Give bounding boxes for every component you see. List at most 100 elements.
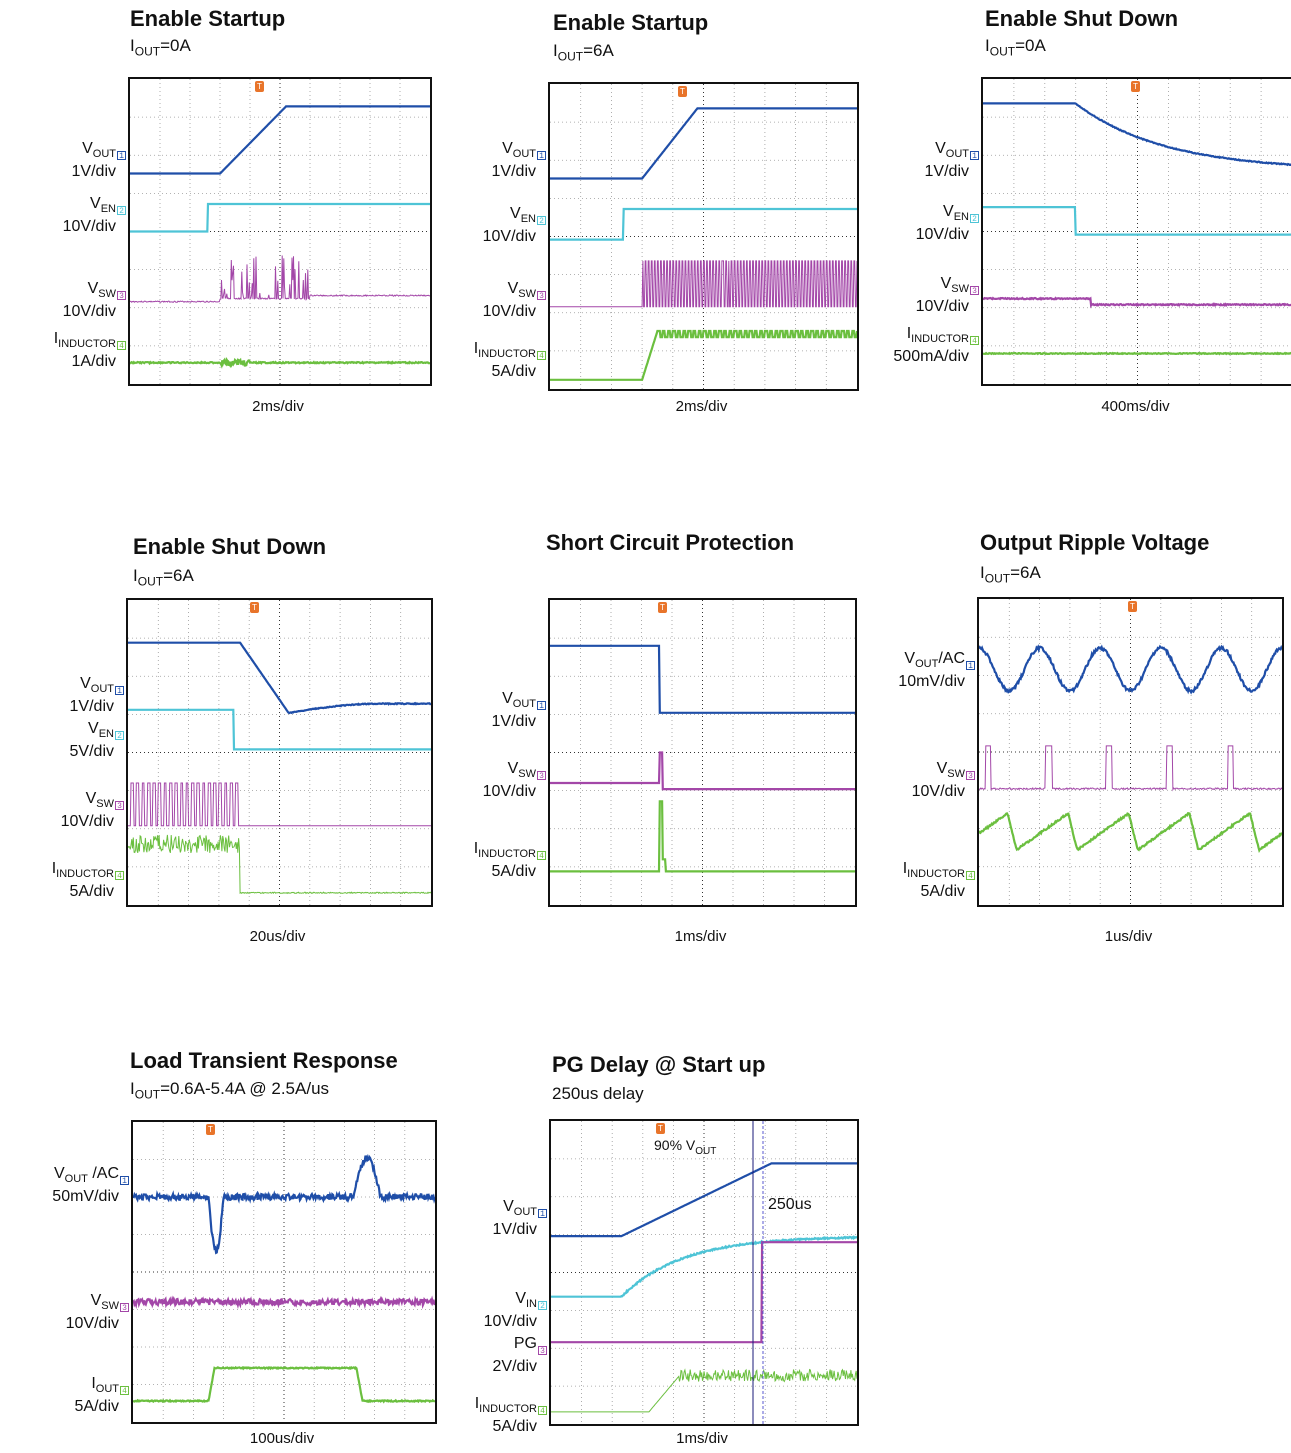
trace-ch3 (128, 782, 431, 827)
channel-symbol: I (53, 330, 59, 347)
subtitle-symbol: I (980, 563, 985, 582)
trace-ch1 (983, 102, 1291, 167)
channel-subscript: INDUCTOR (479, 1403, 537, 1416)
timebase-label: 400ms/div (1101, 398, 1170, 415)
oscilloscope-screen (981, 77, 1291, 386)
trace-ch3 (550, 260, 857, 308)
channel-symbol: V (87, 280, 99, 297)
channel-label: VOUT 1V/div (925, 140, 969, 180)
waveform-plot (130, 79, 430, 384)
trace-ch4 (133, 1365, 435, 1404)
subtitle-symbol: I (553, 41, 558, 60)
channel-scale: 10V/div (483, 1313, 537, 1331)
trace-ch3 (133, 1295, 435, 1310)
channel-subscript: OUT (95, 1383, 119, 1396)
channel-subscript: OUT (513, 1206, 537, 1219)
channel-label: VOUT /AC 50mV/div (52, 1165, 119, 1205)
channel-marker: 2 (537, 216, 546, 226)
channel-subscript: SW (951, 283, 969, 296)
oscilloscope-screen (131, 1120, 437, 1424)
channel-scale: 10V/div (482, 783, 536, 801)
chart-title: Enable Startup (130, 6, 286, 31)
channel-subscript: OUT (915, 658, 939, 671)
channel-subscript: SW (96, 798, 114, 811)
channel-subscript: EN (953, 211, 969, 224)
channel-scale: 1V/div (491, 163, 536, 181)
channel-marker: 1 (970, 151, 979, 161)
chart-title: PG Delay @ Start up (552, 1052, 766, 1077)
channel-marker: 3 (117, 291, 126, 301)
trace-ch2 (983, 206, 1291, 236)
subtitle-subscript: OUT (134, 44, 161, 59)
channel-symbol: V (85, 790, 97, 807)
channel-symbol: PG (513, 1335, 537, 1352)
trace-ch1 (128, 641, 431, 715)
channel-subscript: OUT (945, 148, 969, 161)
trace-ch4 (550, 800, 855, 873)
channel-suffix: /AC (938, 650, 965, 667)
channel-subscript: SW (101, 1300, 119, 1313)
subtitle-value: =6A (1010, 563, 1041, 582)
channel-marker: 1 (966, 661, 975, 671)
channel-subscript: INDUCTOR (911, 333, 969, 346)
channel-symbol: V (53, 1165, 65, 1182)
channel-symbol: V (503, 1198, 514, 1215)
channel-label: VSW 10V/div (912, 760, 965, 800)
subtitle-subscript: OUT (989, 44, 1016, 59)
channel-scale: 5V/div (69, 743, 114, 761)
channel-subscript: INDUCTOR (56, 868, 114, 881)
chart-title: Load Transient Response (130, 1048, 398, 1073)
channel-marker: 2 (970, 214, 979, 224)
subtitle-value: =0.6A-5.4A @ 2.5A/us (160, 1079, 330, 1098)
channel-scale: 10V/div (65, 1315, 119, 1333)
chart-title: Enable Startup (553, 10, 709, 35)
subtitle-symbol: I (133, 566, 138, 585)
trace-ch1 (550, 107, 857, 180)
channel-subscript: INDUCTOR (478, 348, 536, 361)
channel-subscript: EN (98, 728, 114, 741)
channel-subscript: SW (98, 288, 116, 301)
delay-annotation: 250us (768, 1196, 812, 1213)
channel-subscript: OUT (512, 698, 536, 711)
channel-label: VSW 10V/div (66, 1292, 119, 1332)
channel-label: VOUT 1V/div (493, 1198, 537, 1238)
channel-scale: 1V/div (924, 163, 969, 181)
channel-symbol: V (507, 280, 519, 297)
channel-label: IINDUCTOR 500mA/div (893, 325, 969, 365)
oscilloscope-screen (126, 598, 433, 907)
channel-subscript: OUT (92, 148, 116, 161)
channel-marker: 4 (115, 871, 124, 881)
channel-scale: 10V/div (62, 303, 116, 321)
channel-marker: 3 (115, 801, 124, 811)
chart-title: Output Ripple Voltage (980, 530, 1210, 555)
channel-label: IINDUCTOR 5A/div (903, 860, 965, 900)
oscilloscope-screen (548, 82, 859, 391)
channel-scale: 10V/div (915, 298, 969, 316)
timebase-label: 20us/div (249, 928, 306, 945)
chart-title: Enable Shut Down (133, 534, 327, 559)
channel-marker: 1 (537, 701, 546, 711)
channel-label: IINDUCTOR 5A/div (474, 340, 536, 380)
channel-label: IOUT 5A/div (75, 1375, 119, 1415)
timebase-label: 1ms/div (676, 1430, 728, 1447)
channel-marker: 3 (970, 286, 979, 296)
trigger-marker-icon: T (658, 602, 667, 613)
chart-subtitle: IOUT=0A (130, 36, 191, 58)
channel-label: VEN 10V/div (916, 203, 969, 243)
trace-ch1 (550, 644, 855, 714)
channel-marker: 1 (120, 1176, 129, 1186)
trace-ch1 (130, 105, 430, 175)
trace-ch1 (551, 1162, 857, 1238)
channel-symbol: I (906, 325, 912, 342)
channel-subscript: OUT (90, 683, 114, 696)
channel-marker: 3 (966, 771, 975, 781)
channel-marker: 3 (538, 1346, 547, 1356)
channel-subscript: EN (520, 213, 536, 226)
timebase-label: 2ms/div (252, 398, 304, 415)
annotation-subscript: OUT (695, 1145, 717, 1157)
channel-marker: 4 (537, 351, 546, 361)
subtitle-subscript: OUT (557, 49, 584, 64)
subtitle-subscript: OUT (137, 574, 164, 589)
trace-ch4 (128, 834, 431, 895)
subtitle-value: 250us delay (552, 1084, 644, 1103)
